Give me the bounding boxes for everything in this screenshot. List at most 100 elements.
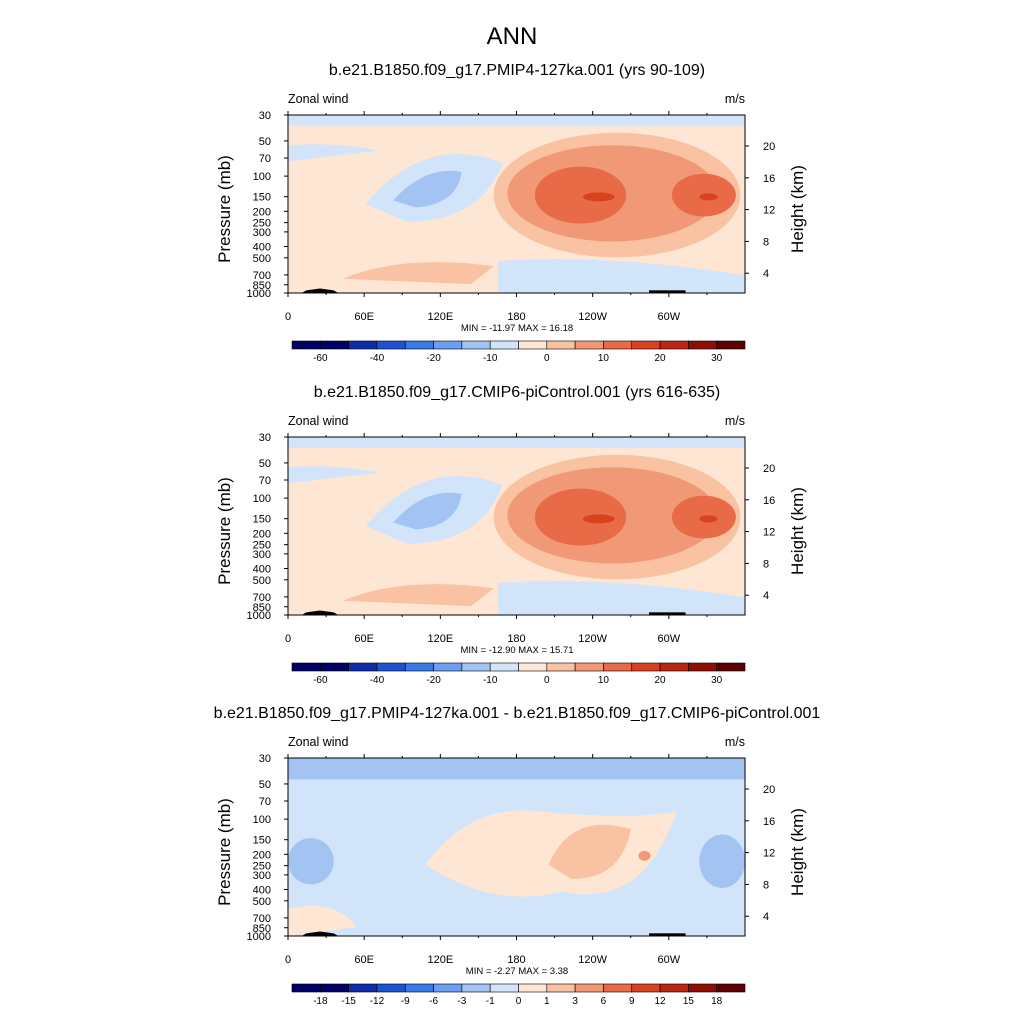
stratosphere-band <box>288 437 745 448</box>
colorbar-label: 0 <box>544 353 550 364</box>
stratosphere-band <box>288 115 745 126</box>
field <box>288 115 745 293</box>
topography-africa <box>301 610 339 615</box>
y-axis-label: Pressure (mb) <box>215 155 234 263</box>
colorbar-label: -12 <box>370 996 385 1007</box>
panel-left-label: Zonal wind <box>288 735 348 749</box>
colorbar-label: 18 <box>711 996 723 1007</box>
colorbar-label: 3 <box>572 996 578 1007</box>
y-right-tick-label: 8 <box>763 236 769 248</box>
y-tick-label: 250 <box>253 540 271 552</box>
y-tick-label: 30 <box>259 753 271 765</box>
tropical-easterlies <box>498 259 745 293</box>
colorbar-box <box>688 662 717 672</box>
y-tick-label: 150 <box>253 835 271 847</box>
min-max-stats: MIN = -2.27 MAX = 3.38 <box>466 966 568 977</box>
colorbar-box <box>404 340 434 350</box>
colorbar-label: -9 <box>401 996 410 1007</box>
colorbar-box <box>433 340 463 350</box>
topography-andes <box>649 290 686 293</box>
colorbar-box <box>659 340 689 350</box>
y-right-tick-label: 16 <box>763 816 775 828</box>
y-axis-label-right: Height (km) <box>788 165 807 253</box>
colorbar-label: -60 <box>313 675 328 686</box>
y-tick-label: 50 <box>259 458 271 470</box>
y-tick-label: 400 <box>253 563 271 575</box>
jet-max-east <box>699 193 718 201</box>
colorbar-box <box>546 340 576 350</box>
y-axis-label-right: Height (km) <box>788 487 807 575</box>
y-right-tick-label: 12 <box>763 205 775 217</box>
y-tick-label: 250 <box>253 861 271 873</box>
colorbar-box <box>688 983 717 993</box>
negative-patch-left <box>288 838 334 885</box>
colorbar-label: -20 <box>426 675 441 686</box>
colorbar-box <box>659 983 689 993</box>
colorbar-box <box>291 340 321 350</box>
colorbar-box <box>631 662 661 672</box>
colorbar-box <box>348 983 378 993</box>
x-tick-label: 60W <box>658 633 681 645</box>
colorbar-label: -18 <box>313 996 328 1007</box>
panel-title: b.e21.B1850.f09_g17.CMIP6-piControl.001 … <box>314 384 720 401</box>
colorbar-label: 15 <box>683 996 695 1007</box>
x-tick-label: 120W <box>578 633 607 645</box>
panel-title: b.e21.B1850.f09_g17.PMIP4-127ka.001 - b.… <box>214 705 821 722</box>
x-tick-label: 60E <box>354 954 374 966</box>
x-tick-label: 180 <box>507 311 525 323</box>
y-tick-label: 500 <box>253 896 271 908</box>
y-right-tick-label: 8 <box>763 558 769 570</box>
colorbar-box <box>291 662 321 672</box>
colorbar-box <box>631 983 661 993</box>
y-right-tick-label: 16 <box>763 495 775 507</box>
colorbar-label: -1 <box>486 996 495 1007</box>
colorbar-label: -6 <box>429 996 438 1007</box>
colorbar-label: 30 <box>711 675 723 686</box>
colorbar-box <box>574 662 604 672</box>
topography-andes <box>649 612 686 615</box>
field <box>288 758 745 936</box>
colorbar-label: 0 <box>516 996 522 1007</box>
colorbar-box <box>489 340 519 350</box>
colorbar-box <box>574 340 604 350</box>
y-tick-label: 70 <box>259 475 271 487</box>
y-tick-label: 300 <box>253 227 271 239</box>
jet-max-west <box>582 514 615 524</box>
x-tick-label: 0 <box>285 954 291 966</box>
positive-core <box>548 824 631 880</box>
colorbar-box <box>546 983 576 993</box>
colorbar-box <box>376 662 406 672</box>
y-tick-label: 50 <box>259 136 271 148</box>
colorbar-label: -20 <box>426 353 441 364</box>
jet-max-west <box>582 192 615 202</box>
colorbar-box <box>376 983 406 993</box>
y-tick-label: 70 <box>259 796 271 808</box>
y-tick-label: 500 <box>253 575 271 587</box>
panel-units-label: m/s <box>725 92 745 106</box>
colorbar-box <box>518 983 548 993</box>
topography-africa <box>301 931 339 936</box>
y-tick-label: 150 <box>253 514 271 526</box>
y-right-tick-label: 4 <box>763 590 769 602</box>
panel-1: b.e21.B1850.f09_g17.PMIP4-127ka.001 (yrs… <box>215 62 807 364</box>
y-right-tick-label: 4 <box>763 911 769 923</box>
colorbar-box <box>574 983 604 993</box>
colorbar-box <box>631 340 661 350</box>
colorbar-box <box>518 340 548 350</box>
colorbar-box <box>461 983 491 993</box>
colorbar-label: -15 <box>341 996 356 1007</box>
y-tick-label: 50 <box>259 779 271 791</box>
y-tick-label: 700 <box>253 592 271 604</box>
y-axis-label: Pressure (mb) <box>215 477 234 585</box>
x-tick-label: 180 <box>507 954 525 966</box>
colorbar-box <box>489 983 519 993</box>
tropical-easterlies <box>498 581 745 615</box>
x-tick-label: 60W <box>658 311 681 323</box>
easterly-patch-left <box>288 144 380 162</box>
colorbar-box <box>320 340 349 350</box>
y-tick-label: 200 <box>253 528 271 540</box>
y-tick-label: 1000 <box>247 288 271 300</box>
y-tick-label: 100 <box>253 171 271 183</box>
jet-max-east <box>699 515 718 523</box>
